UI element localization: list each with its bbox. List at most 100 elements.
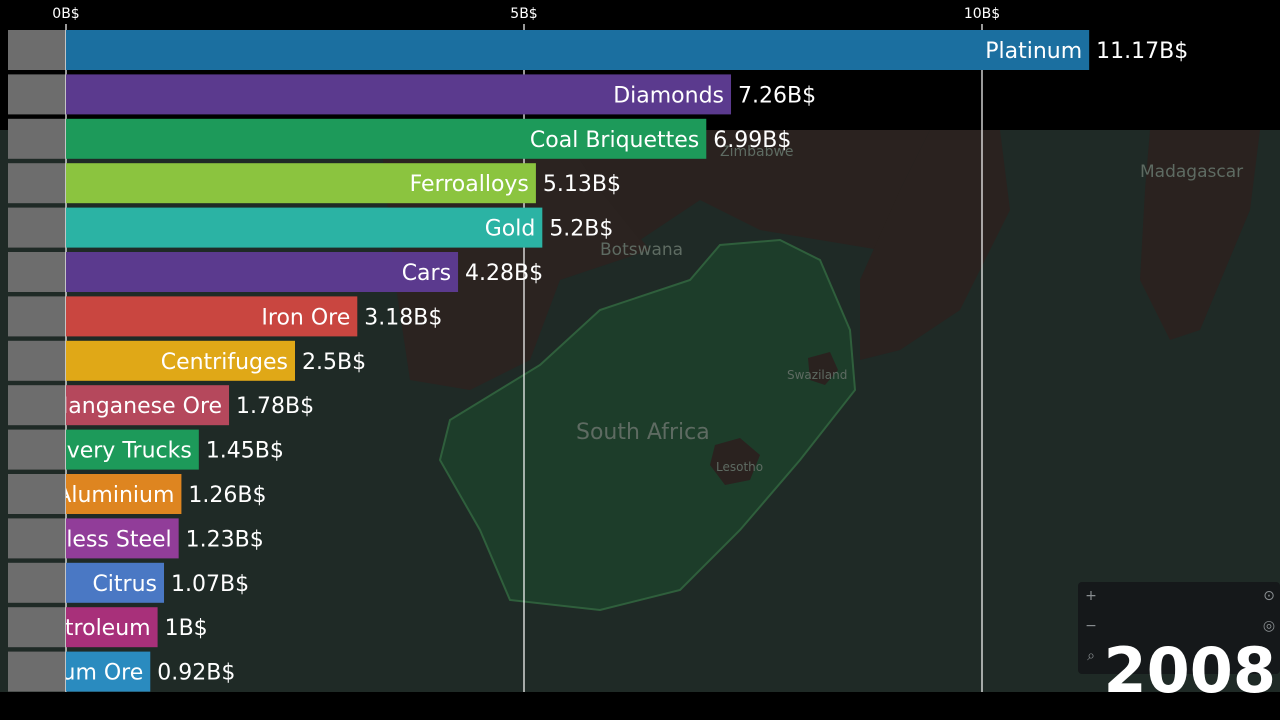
bar-value-label: 1B$ [165, 616, 208, 641]
bar-group: Cars 4.28B$ [66, 252, 543, 292]
map-label-zimbabwe: Zimbabwe [720, 144, 794, 160]
chart-footer-backdrop [0, 692, 1280, 720]
bar-category-label: Coal Briquettes [530, 128, 699, 153]
bar-category-label: Centrifuges [161, 350, 288, 375]
map-label-botswana: Botswana [600, 240, 684, 260]
bar-group: Aluminium Ore 0.92B$ [0, 651, 235, 692]
x-tick-label: 10B$ [964, 6, 1000, 22]
bar-group: Iron Ore 3.18B$ [66, 296, 442, 337]
bar-thumbnail-image [8, 118, 66, 159]
map-label-south-africa: South Africa [576, 420, 710, 445]
bar [66, 562, 165, 603]
bar-thumbnail-image [8, 30, 66, 70]
bar-category-label: Ferroalloys [410, 172, 529, 197]
botswana-zimbabwe-land [560, 130, 930, 250]
bar-group: Aluminium 1.26B$ [56, 474, 266, 514]
bar-thumbnail-image [8, 429, 66, 470]
bar [66, 518, 179, 559]
bar-category-label: Cars [402, 261, 451, 286]
bar-category-label: Citrus [92, 572, 157, 597]
bar [66, 429, 199, 470]
bar-category-label: Manganese Ore [49, 394, 222, 419]
bar-thumbnail-image [8, 207, 66, 248]
bar-group: Diamonds 7.26B$ [66, 74, 816, 115]
x-tick-label: 5B$ [510, 6, 537, 22]
bar-group: Manganese Ore 1.78B$ [49, 385, 314, 426]
year-label: 2008 [1103, 634, 1276, 707]
bar-thumbnail-image [8, 651, 66, 692]
bar-group: Stainless Steel 1.23B$ [10, 518, 264, 559]
zoom-out-icon[interactable]: − [1085, 618, 1097, 634]
bar-thumbnail-image [8, 607, 66, 648]
bar-thumbnail-image [8, 562, 66, 603]
x-axis-ticks: 0B$ 5B$ 10B$ [52, 6, 1000, 22]
bar-group: Delivery Trucks 1.45B$ [24, 429, 284, 470]
bar [66, 296, 358, 337]
bar [66, 118, 707, 159]
search-icon[interactable]: ⌕ [1087, 648, 1095, 664]
bar-thumbnail-image [8, 74, 66, 115]
bar-category-label: Aluminium Ore [0, 661, 143, 686]
bar-value-label: 5.2B$ [549, 217, 613, 242]
bar [66, 207, 543, 248]
bar [66, 474, 182, 514]
bar-category-label: Platinum [985, 39, 1082, 64]
bar [66, 30, 1090, 70]
bar [66, 651, 151, 692]
bar-category-label: Delivery Trucks [24, 439, 192, 464]
bar-value-label: 1.45B$ [206, 439, 284, 464]
bar-category-label: Petroleum [39, 616, 151, 641]
swaziland-land [808, 352, 838, 385]
bar [66, 340, 295, 381]
settings-icon[interactable]: ⊙ [1263, 588, 1275, 604]
bar-group: Gold 5.2B$ [66, 207, 613, 248]
zoom-in-icon[interactable]: + [1085, 588, 1097, 604]
bar-category-label: Stainless Steel [10, 527, 171, 552]
bar-category-label: Diamonds [613, 83, 724, 108]
bar-value-label: 1.07B$ [171, 572, 249, 597]
bars: Platinum 11.17B$ Diamonds 7.26B$ Coal Brique… [0, 30, 1188, 692]
mozambique-land [860, 130, 1010, 360]
bar-value-label: 7.26B$ [738, 83, 816, 108]
madagascar-land [1140, 130, 1260, 340]
locate-icon[interactable]: ◎ [1262, 618, 1276, 634]
bar [66, 74, 732, 115]
bar-thumbnail-image [8, 340, 66, 381]
minimap[interactable]: + − ⌕ ⊙ ◎ [1078, 582, 1280, 674]
south-africa-land [438, 238, 857, 612]
bar-category-label: Gold [485, 217, 536, 242]
bar-value-label: 6.99B$ [713, 128, 791, 153]
bar-value-label: 2.5B$ [302, 350, 366, 375]
lesotho-land [710, 438, 760, 485]
bar-category-label: Aluminium [56, 483, 174, 508]
bar [66, 385, 230, 426]
bar-thumbnail-image [8, 474, 66, 514]
bar-thumbnail-image [8, 385, 66, 426]
bar-thumbnails [8, 30, 66, 692]
bar-value-label: 4.28B$ [465, 261, 543, 286]
bar-thumbnail-image [8, 518, 66, 559]
bar-group: Centrifuges 2.5B$ [66, 340, 366, 381]
bar [66, 607, 158, 648]
bar-value-label: 0.92B$ [157, 661, 235, 686]
bar-thumbnail-image [8, 252, 66, 292]
bar-category-label: Iron Ore [261, 305, 350, 330]
bar-group: Petroleum 1B$ [39, 607, 208, 648]
map-label-swaziland: Swaziland [787, 368, 848, 382]
map-label-lesotho: Lesotho [716, 460, 764, 474]
bar-group: Coal Briquettes 6.99B$ [66, 118, 791, 159]
bar-value-label: 1.26B$ [188, 483, 266, 508]
bar-thumbnail-image [8, 163, 66, 204]
x-tick-label: 0B$ [52, 6, 79, 22]
bar-value-label: 5.13B$ [543, 172, 621, 197]
bar-group: Citrus 1.07B$ [66, 562, 249, 603]
map-label-madagascar: Madagascar [1140, 162, 1244, 182]
bar-value-label: 11.17B$ [1096, 39, 1188, 64]
bar-thumbnail-image [8, 296, 66, 337]
bar [66, 163, 536, 204]
bar-group: Platinum 11.17B$ [66, 30, 1188, 70]
bar-value-label: 1.23B$ [186, 527, 264, 552]
bar-group: Ferroalloys 5.13B$ [66, 163, 621, 204]
